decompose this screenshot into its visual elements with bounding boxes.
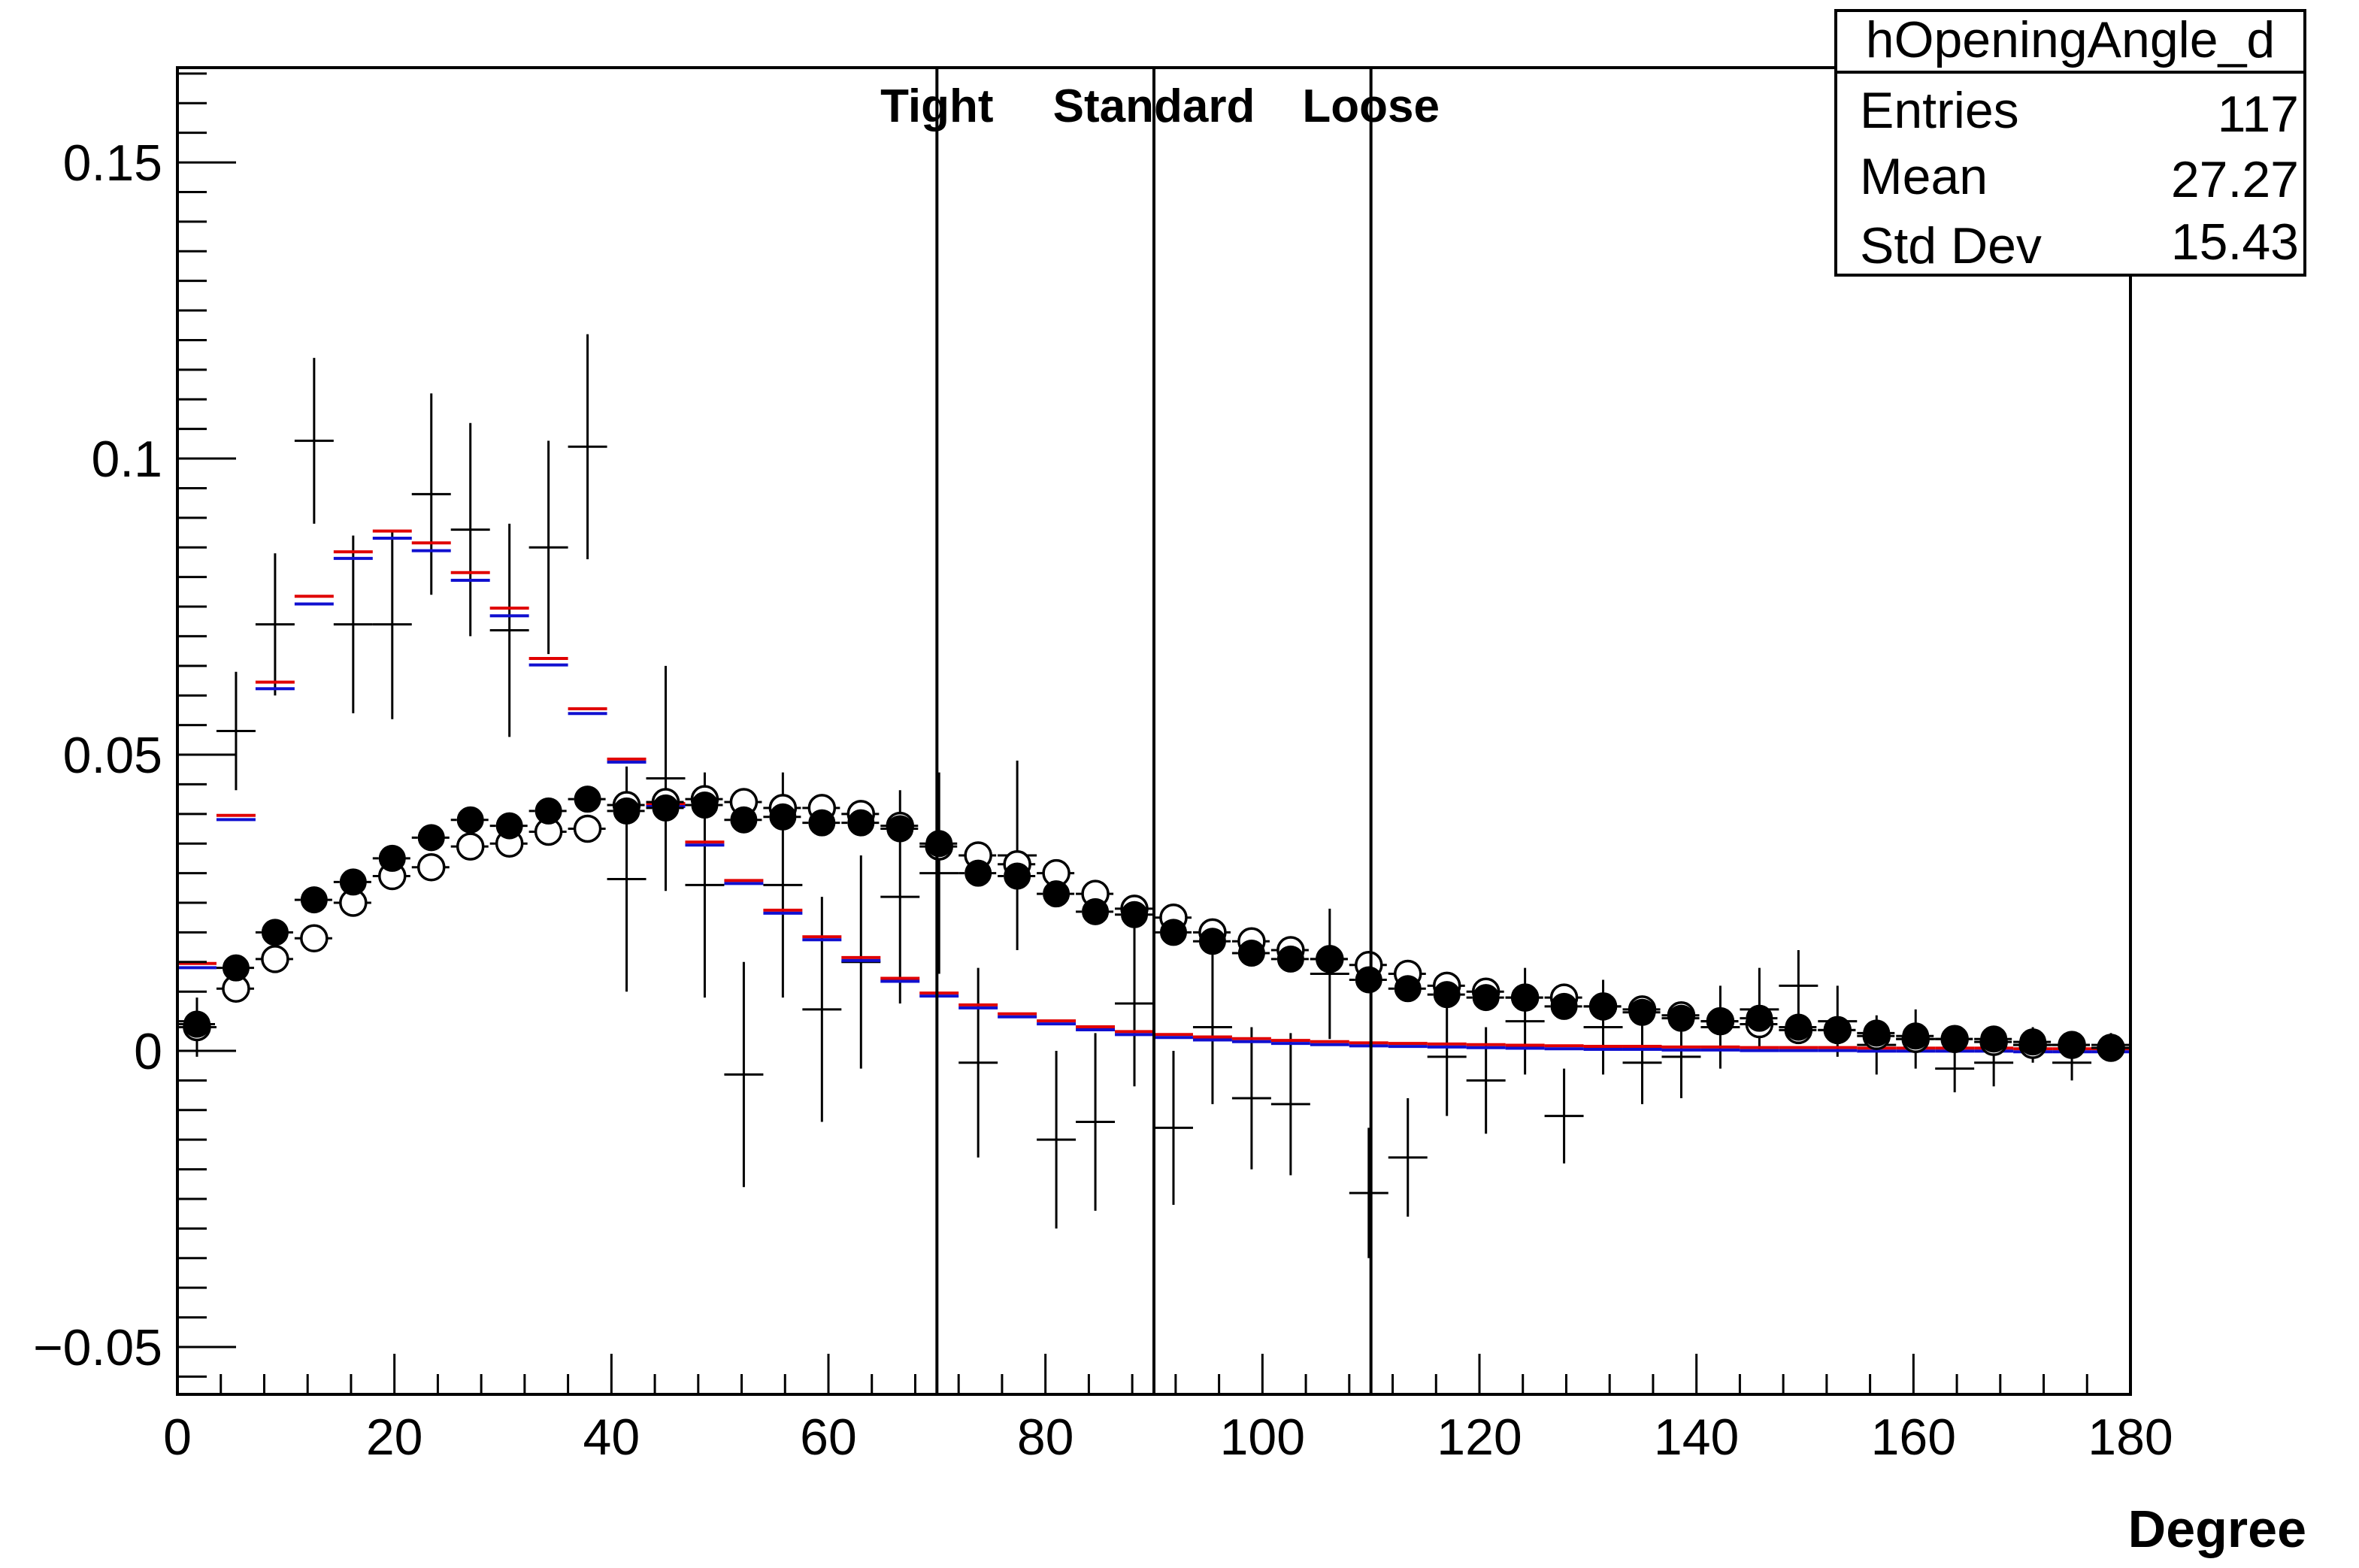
filled-circle-point xyxy=(1667,1004,1695,1032)
filled-circle-point xyxy=(1121,901,1149,928)
open-circle-point xyxy=(416,852,446,882)
filled-circle-point xyxy=(534,797,562,825)
filled-circle-point xyxy=(456,806,484,834)
filled-circle-point xyxy=(1198,928,1226,955)
x-tick-label: 120 xyxy=(1437,1409,1522,1466)
series-crosses-0 xyxy=(177,334,2130,1258)
filled-circle-point xyxy=(1511,984,1539,1012)
filled-circle-point xyxy=(1433,981,1461,1009)
filled-circle-point xyxy=(574,786,601,813)
filled-circle-point xyxy=(886,815,914,843)
open-circle-point xyxy=(456,832,485,861)
filled-circle-point xyxy=(1276,945,1304,973)
open-circle-point xyxy=(573,814,602,843)
x-tick-label: 140 xyxy=(1654,1409,1739,1466)
filled-circle-point xyxy=(2019,1028,2047,1056)
filled-circle-point xyxy=(495,812,523,840)
filled-circle-point xyxy=(339,868,367,896)
y-tick-label: 0.05 xyxy=(63,727,162,784)
filled-circle-point xyxy=(847,809,875,837)
filled-circle-point xyxy=(1980,1025,2008,1053)
filled-circle-point xyxy=(1863,1019,1891,1047)
cut-label-standard: Standard xyxy=(1053,80,1255,132)
filled-circle-point xyxy=(691,791,719,819)
y-tick-label: 0.15 xyxy=(63,135,162,192)
filled-circle-point xyxy=(1237,939,1265,967)
filled-circle-point xyxy=(1472,984,1500,1012)
filled-circle-point xyxy=(300,886,328,914)
x-tick-label: 20 xyxy=(366,1409,423,1466)
x-tick-label: 80 xyxy=(1017,1409,1074,1466)
filled-circle-point xyxy=(378,844,406,872)
x-tick-label: 180 xyxy=(2088,1409,2173,1466)
stats-value-entries: 117 xyxy=(2218,86,2299,143)
filled-circle-point xyxy=(1902,1022,1930,1050)
filled-circle-point xyxy=(925,830,953,858)
data-layer xyxy=(177,334,2130,1258)
filled-circle-point xyxy=(730,806,758,834)
y-tick-label: 0 xyxy=(134,1023,162,1080)
filled-circle-point xyxy=(1159,919,1187,946)
stats-value-stddev: 15.43 xyxy=(2171,213,2299,271)
series-filled-circles-4 xyxy=(177,786,2130,1062)
filled-circle-point xyxy=(1785,1013,1812,1041)
filled-circle-point xyxy=(1394,975,1422,1003)
x-tick-label: 60 xyxy=(800,1409,857,1466)
filled-circle-point xyxy=(2058,1031,2086,1059)
filled-circle-point xyxy=(1004,862,1031,890)
y-tick-label: −0.05 xyxy=(33,1319,162,1376)
filled-circle-point xyxy=(769,803,797,831)
filled-circle-point xyxy=(417,824,445,852)
filled-circle-point xyxy=(613,797,640,825)
filled-circle-point xyxy=(1941,1025,1969,1053)
filled-circle-point xyxy=(1589,992,1617,1020)
filled-circle-point xyxy=(1706,1007,1734,1035)
filled-circle-point xyxy=(2097,1034,2125,1062)
open-circle-point xyxy=(261,945,289,973)
filled-circle-point xyxy=(1746,1004,1773,1032)
stats-value-mean: 27.27 xyxy=(2171,151,2299,208)
y-tick-label: 0.1 xyxy=(91,431,162,488)
x-tick-label: 0 xyxy=(163,1409,192,1466)
x-tick-label: 100 xyxy=(1220,1409,1305,1466)
stats-box-frame xyxy=(1834,9,2306,277)
cut-label-loose: Loose xyxy=(1302,80,1440,132)
stats-label-mean: Mean xyxy=(1860,148,1988,205)
filled-circle-point xyxy=(1550,992,1578,1020)
x-tick-label: 160 xyxy=(1871,1409,1956,1466)
cut-label-tight: Tight xyxy=(880,80,993,132)
filled-circle-point xyxy=(1824,1016,1852,1044)
filled-circle-point xyxy=(222,954,250,982)
stats-box: hOpeningAngle_d Entries 117 Mean 27.27 S… xyxy=(1834,9,2306,277)
stats-label-stddev: Std Dev xyxy=(1860,217,2042,274)
cut-lines: Tight Standard Loose xyxy=(880,68,1440,1394)
filled-circle-point xyxy=(183,1010,210,1038)
filled-circle-point xyxy=(1043,880,1070,908)
filled-circle-point xyxy=(261,919,289,946)
filled-circle-point xyxy=(652,794,680,822)
stats-box-title: hOpeningAngle_d xyxy=(1866,11,2275,68)
stats-label-entries: Entries xyxy=(1860,82,2019,139)
x-axis-title: Degree xyxy=(2128,1500,2306,1558)
x-tick-label: 40 xyxy=(583,1409,640,1466)
filled-circle-point xyxy=(964,859,992,887)
filled-circle-point xyxy=(808,809,836,837)
open-circle-point xyxy=(300,924,329,953)
axes-layer: 0 20 40 60 80 100 120 140 160 180−0.0500.050.10.1… xyxy=(33,72,2173,1466)
filled-circle-point xyxy=(1316,945,1343,973)
filled-circle-point xyxy=(1082,898,1110,925)
filled-circle-point xyxy=(1628,998,1656,1026)
filled-circle-point xyxy=(1355,966,1382,994)
